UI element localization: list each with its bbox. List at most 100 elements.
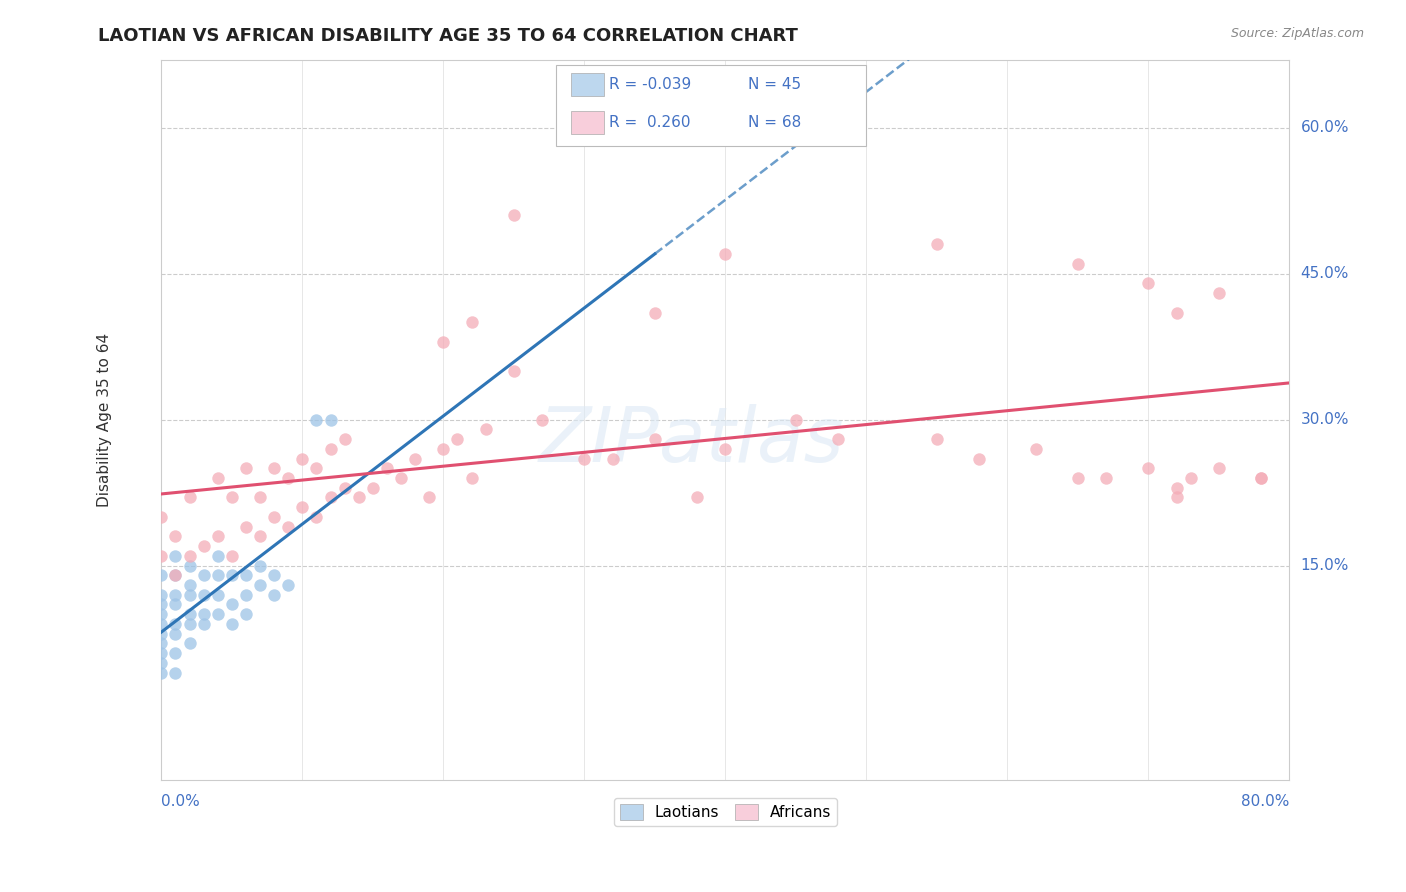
Point xyxy=(150,636,173,650)
Point xyxy=(221,568,243,582)
Point xyxy=(150,509,173,524)
Point xyxy=(193,616,215,631)
Point xyxy=(1250,471,1272,485)
Point xyxy=(150,588,173,602)
Point xyxy=(319,491,342,505)
Point xyxy=(418,491,440,505)
FancyBboxPatch shape xyxy=(557,64,866,146)
Point xyxy=(967,451,990,466)
Text: 0.0%: 0.0% xyxy=(162,794,200,809)
Point xyxy=(389,471,412,485)
Point xyxy=(150,656,173,670)
Point xyxy=(333,481,356,495)
Point xyxy=(150,665,173,680)
Point xyxy=(179,616,201,631)
Point xyxy=(165,665,187,680)
Point xyxy=(1208,461,1230,475)
Point xyxy=(235,568,257,582)
Point xyxy=(179,607,201,622)
Point xyxy=(714,442,737,456)
Point xyxy=(644,432,666,446)
Point xyxy=(1067,471,1090,485)
Point xyxy=(235,519,257,533)
FancyBboxPatch shape xyxy=(571,111,603,134)
Text: R =  0.260: R = 0.260 xyxy=(609,115,690,129)
Point xyxy=(221,549,243,563)
Point xyxy=(165,568,187,582)
Point xyxy=(1208,286,1230,301)
Point xyxy=(249,529,271,543)
Point xyxy=(179,491,201,505)
Point xyxy=(474,422,496,436)
Point xyxy=(602,451,624,466)
Text: N = 45: N = 45 xyxy=(748,78,801,92)
Point xyxy=(460,315,482,329)
Point xyxy=(686,491,709,505)
Point xyxy=(925,237,948,252)
Point xyxy=(502,364,524,378)
Point xyxy=(165,616,187,631)
Point xyxy=(644,305,666,319)
Point xyxy=(193,588,215,602)
Point xyxy=(333,432,356,446)
Point xyxy=(277,471,299,485)
Text: Source: ZipAtlas.com: Source: ZipAtlas.com xyxy=(1230,27,1364,40)
Point xyxy=(221,491,243,505)
Point xyxy=(221,598,243,612)
Point xyxy=(179,588,201,602)
Point xyxy=(1180,471,1202,485)
Point xyxy=(277,578,299,592)
Point xyxy=(179,558,201,573)
Point xyxy=(714,247,737,261)
Point xyxy=(165,588,187,602)
Point xyxy=(165,646,187,660)
Point xyxy=(263,568,285,582)
Point xyxy=(207,529,229,543)
Point xyxy=(235,588,257,602)
Legend: Laotians, Africans: Laotians, Africans xyxy=(613,797,837,826)
Point xyxy=(319,412,342,426)
Point xyxy=(150,568,173,582)
Point xyxy=(150,616,173,631)
Point xyxy=(460,471,482,485)
Point xyxy=(207,568,229,582)
Point xyxy=(165,549,187,563)
Point xyxy=(432,334,454,349)
Point xyxy=(319,442,342,456)
Text: N = 68: N = 68 xyxy=(748,115,801,129)
Point xyxy=(263,461,285,475)
FancyBboxPatch shape xyxy=(571,73,603,96)
Text: 60.0%: 60.0% xyxy=(1301,120,1350,136)
Point xyxy=(361,481,384,495)
Point xyxy=(1166,305,1188,319)
Point xyxy=(150,549,173,563)
Point xyxy=(150,626,173,640)
Point xyxy=(179,578,201,592)
Point xyxy=(150,646,173,660)
Point xyxy=(165,529,187,543)
Text: ZIPatlas: ZIPatlas xyxy=(538,404,844,478)
Point xyxy=(193,568,215,582)
Point xyxy=(1025,442,1047,456)
Point xyxy=(305,461,328,475)
Point xyxy=(785,412,807,426)
Point xyxy=(305,509,328,524)
Point xyxy=(235,607,257,622)
Point xyxy=(207,549,229,563)
Point xyxy=(291,451,314,466)
Point xyxy=(150,607,173,622)
Point xyxy=(305,412,328,426)
Point xyxy=(193,539,215,553)
Point xyxy=(165,568,187,582)
Point xyxy=(375,461,398,475)
Point xyxy=(827,432,849,446)
Text: LAOTIAN VS AFRICAN DISABILITY AGE 35 TO 64 CORRELATION CHART: LAOTIAN VS AFRICAN DISABILITY AGE 35 TO … xyxy=(98,27,799,45)
Point xyxy=(347,491,370,505)
Point xyxy=(574,451,596,466)
Point xyxy=(1067,257,1090,271)
Point xyxy=(1250,471,1272,485)
Point xyxy=(404,451,426,466)
Point xyxy=(179,549,201,563)
Point xyxy=(165,626,187,640)
Point xyxy=(249,491,271,505)
